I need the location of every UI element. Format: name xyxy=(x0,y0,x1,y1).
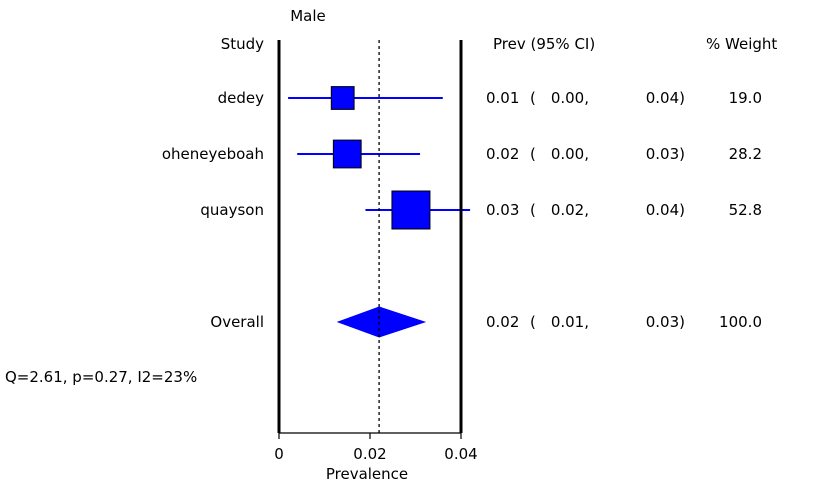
estimate-value: 0.02 xyxy=(486,313,519,331)
estimate-column-header: Prev (95% CI) xyxy=(493,35,595,53)
ci-open-paren: ( xyxy=(530,313,536,331)
ci-lower-value: 0.00, xyxy=(551,89,589,107)
ci-upper-value: 0.04) xyxy=(646,89,685,107)
x-tick-label: 0 xyxy=(274,445,284,463)
study-label: oheneyeboah xyxy=(162,145,264,163)
study-label: dedey xyxy=(218,89,265,107)
ci-lower-value: 0.00, xyxy=(551,145,589,163)
weight-value: 52.8 xyxy=(729,201,762,219)
estimate-value: 0.01 xyxy=(486,89,519,107)
ci-upper-value: 0.04) xyxy=(646,201,685,219)
estimate-value: 0.03 xyxy=(486,201,519,219)
study-point-estimate xyxy=(391,190,431,230)
weight-value: 19.0 xyxy=(729,89,762,107)
weight-value: 28.2 xyxy=(729,145,762,163)
x-axis-label: Prevalence xyxy=(326,465,408,483)
study-column-header: Study xyxy=(221,35,264,53)
weight-column-header: % Weight xyxy=(706,35,777,53)
ci-upper-value: 0.03) xyxy=(646,313,685,331)
ci-upper-value: 0.03) xyxy=(646,145,685,163)
ci-open-paren: ( xyxy=(530,145,536,163)
ci-lower-value: 0.02, xyxy=(551,201,589,219)
x-tick-label: 0.02 xyxy=(353,445,386,463)
study-point-estimate xyxy=(332,139,362,169)
x-tick-label: 0.04 xyxy=(444,445,477,463)
ci-lower-value: 0.01, xyxy=(551,313,589,331)
ci-open-paren: ( xyxy=(530,201,536,219)
study-label: quayson xyxy=(200,201,264,219)
heterogeneity-stats: Q=2.61, p=0.27, I2=23% xyxy=(5,368,197,386)
estimate-value: 0.02 xyxy=(486,145,519,163)
study-point-estimate xyxy=(330,86,355,110)
weight-value: 100.0 xyxy=(719,313,762,331)
ci-open-paren: ( xyxy=(530,89,536,107)
overall-label: Overall xyxy=(210,313,264,331)
overall-diamond xyxy=(336,306,427,338)
chart-title: Male xyxy=(290,7,326,25)
